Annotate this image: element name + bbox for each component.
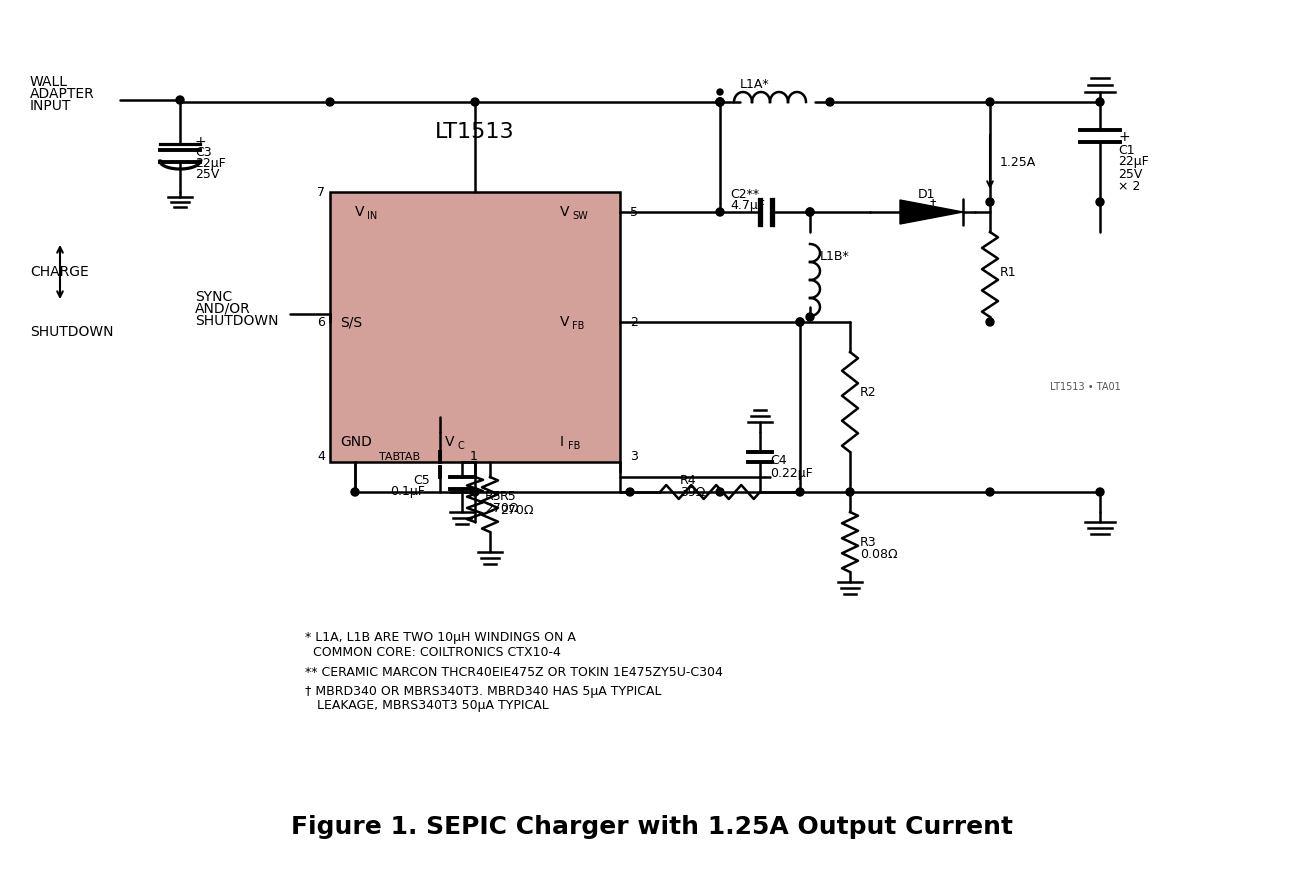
- Circle shape: [716, 98, 724, 106]
- Text: 25V: 25V: [1118, 168, 1142, 180]
- Text: 0.08Ω: 0.08Ω: [860, 548, 898, 560]
- Circle shape: [806, 208, 814, 216]
- Text: +: +: [1118, 130, 1130, 144]
- Text: × 2: × 2: [1118, 179, 1141, 193]
- Text: SYNC: SYNC: [194, 290, 232, 304]
- Circle shape: [826, 98, 834, 106]
- Circle shape: [846, 488, 853, 496]
- Text: V: V: [355, 205, 364, 219]
- Text: I: I: [560, 435, 564, 449]
- Circle shape: [796, 318, 804, 326]
- Text: 22μF: 22μF: [1118, 155, 1148, 169]
- Text: D1: D1: [917, 187, 936, 201]
- Circle shape: [1096, 98, 1104, 106]
- Text: V: V: [560, 205, 569, 219]
- Text: SW: SW: [572, 211, 587, 221]
- Circle shape: [827, 99, 833, 105]
- Text: LT1513: LT1513: [435, 122, 514, 142]
- Text: L1B*: L1B*: [820, 251, 850, 263]
- Circle shape: [806, 313, 814, 321]
- Circle shape: [716, 488, 724, 496]
- Circle shape: [1096, 198, 1104, 206]
- Circle shape: [987, 318, 994, 326]
- Circle shape: [326, 98, 334, 106]
- Circle shape: [987, 198, 994, 206]
- Text: SHUTDOWN: SHUTDOWN: [30, 325, 114, 339]
- Circle shape: [716, 98, 724, 106]
- Circle shape: [987, 488, 994, 496]
- Text: 7: 7: [317, 186, 325, 199]
- Circle shape: [1096, 488, 1104, 496]
- Circle shape: [176, 96, 184, 104]
- Text: †: †: [930, 197, 937, 211]
- Text: CHARGE: CHARGE: [30, 265, 89, 279]
- Text: L1A*: L1A*: [740, 78, 770, 90]
- Circle shape: [716, 98, 724, 106]
- Circle shape: [471, 98, 479, 106]
- Circle shape: [987, 98, 994, 106]
- Text: IN: IN: [367, 211, 377, 221]
- Text: C1: C1: [1118, 144, 1134, 156]
- Text: 0.22μF: 0.22μF: [770, 467, 813, 481]
- Text: R5: R5: [500, 491, 517, 503]
- Text: * L1A, L1B ARE TWO 10μH WINDINGS ON A: * L1A, L1B ARE TWO 10μH WINDINGS ON A: [305, 631, 576, 643]
- Text: R2: R2: [860, 385, 877, 399]
- Text: 0.1μF: 0.1μF: [390, 485, 425, 499]
- FancyBboxPatch shape: [330, 192, 620, 462]
- Text: FB: FB: [568, 441, 581, 451]
- Text: † MBRD340 OR MBRS340T3. MBRD340 HAS 5μA TYPICAL: † MBRD340 OR MBRS340T3. MBRD340 HAS 5μA …: [305, 685, 662, 698]
- Text: R1: R1: [1000, 266, 1017, 278]
- Text: FB: FB: [572, 321, 585, 331]
- Text: ADAPTER: ADAPTER: [30, 87, 95, 101]
- Text: R4: R4: [680, 474, 697, 486]
- Text: 25V: 25V: [194, 168, 219, 180]
- Circle shape: [716, 208, 724, 216]
- Text: WALL: WALL: [30, 75, 68, 89]
- Text: 2: 2: [630, 316, 638, 328]
- Text: C5: C5: [414, 474, 431, 486]
- Text: LEAKAGE, MBRS340T3 50μA TYPICAL: LEAKAGE, MBRS340T3 50μA TYPICAL: [305, 699, 548, 713]
- Text: 5: 5: [630, 205, 638, 219]
- Text: V: V: [560, 315, 569, 329]
- Text: R5: R5: [485, 491, 501, 503]
- Text: C: C: [457, 441, 463, 451]
- Text: R3: R3: [860, 535, 877, 549]
- Text: 4: 4: [317, 450, 325, 464]
- Text: 1.25A: 1.25A: [1000, 155, 1036, 169]
- Text: V: V: [445, 435, 454, 449]
- Text: TAB: TAB: [399, 452, 420, 462]
- Circle shape: [471, 488, 479, 496]
- Text: COMMON CORE: COILTRONICS CTX10-4: COMMON CORE: COILTRONICS CTX10-4: [305, 646, 561, 658]
- Text: 270Ω: 270Ω: [485, 502, 518, 516]
- Text: 1: 1: [470, 450, 478, 464]
- Text: AND/OR: AND/OR: [194, 302, 251, 316]
- Text: 3: 3: [630, 450, 638, 464]
- Circle shape: [796, 488, 804, 496]
- Text: ** CERAMIC MARCON THCR40EIE475Z OR TOKIN 1E475ZY5U-C304: ** CERAMIC MARCON THCR40EIE475Z OR TOKIN…: [305, 665, 723, 679]
- Text: 270Ω: 270Ω: [500, 503, 534, 516]
- Circle shape: [716, 89, 723, 95]
- Text: GND: GND: [341, 435, 372, 449]
- Text: S/S: S/S: [341, 315, 361, 329]
- Text: SHUTDOWN: SHUTDOWN: [194, 314, 278, 328]
- Polygon shape: [900, 200, 963, 224]
- Text: Figure 1. SEPIC Charger with 1.25A Output Current: Figure 1. SEPIC Charger with 1.25A Outpu…: [291, 815, 1013, 839]
- Text: 22μF: 22μF: [194, 156, 226, 169]
- Text: INPUT: INPUT: [30, 99, 72, 113]
- Text: 39Ω: 39Ω: [680, 485, 706, 499]
- Text: 6: 6: [317, 316, 325, 328]
- Text: LT1513 • TA01: LT1513 • TA01: [1051, 382, 1121, 392]
- Circle shape: [626, 488, 634, 496]
- Text: +: +: [194, 135, 206, 149]
- Text: C2**: C2**: [729, 187, 760, 201]
- Text: C3: C3: [194, 145, 211, 159]
- Text: TAB: TAB: [380, 452, 401, 462]
- Text: 4.7μF: 4.7μF: [729, 200, 765, 212]
- Text: C4: C4: [770, 453, 787, 467]
- Circle shape: [806, 208, 814, 216]
- Circle shape: [351, 488, 359, 496]
- Circle shape: [796, 318, 804, 326]
